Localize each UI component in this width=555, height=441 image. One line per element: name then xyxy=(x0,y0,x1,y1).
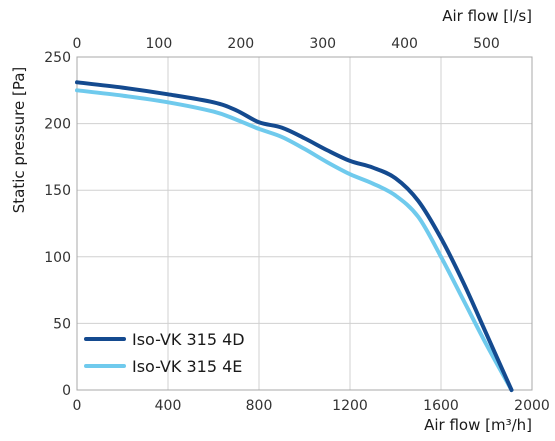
x-tick-label: 0 xyxy=(73,398,82,414)
x2-tick-label: 0 xyxy=(73,36,82,52)
x-axis-title: Air flow [m³/h] xyxy=(424,416,532,434)
x2-tick-labels: 0 100 200 300 400 500 xyxy=(73,36,500,52)
x-tick-labels: 0 400 800 1200 1600 2000 xyxy=(73,398,550,414)
x2-tick-label: 100 xyxy=(146,36,173,52)
x2-tick-label: 300 xyxy=(309,36,336,52)
x-tick-label: 1200 xyxy=(332,398,368,414)
x-tick-label: 2000 xyxy=(514,398,550,414)
x2-tick-label: 400 xyxy=(391,36,418,52)
legend-label-iso-vk-315-4e: Iso-VK 315 4E xyxy=(132,357,242,376)
x2-tick-label: 500 xyxy=(473,36,500,52)
x2-tick-label: 200 xyxy=(227,36,254,52)
y-tick-label: 0 xyxy=(62,383,71,399)
y-axis-title: Static pressure [Pa] xyxy=(10,67,28,213)
y-tick-label: 100 xyxy=(44,250,71,266)
x-tick-label: 1600 xyxy=(423,398,459,414)
grid-layer xyxy=(77,57,532,390)
series-layer xyxy=(75,80,514,392)
legend: Iso-VK 315 4D Iso-VK 315 4E xyxy=(84,330,245,376)
plot-frame xyxy=(76,56,533,391)
x-tick-label: 400 xyxy=(155,398,182,414)
y-tick-label: 250 xyxy=(44,50,71,66)
x2-axis-title: Air flow [l/s] xyxy=(442,7,532,25)
y-tick-label: 50 xyxy=(53,316,71,332)
y-tick-labels: 0 50 100 150 200 250 xyxy=(44,50,71,399)
y-tick-label: 150 xyxy=(44,183,71,199)
series-line-iso-vk-315-4e xyxy=(75,88,514,392)
y-tick-label: 200 xyxy=(44,117,71,133)
x-tick-label: 800 xyxy=(246,398,273,414)
series-line-iso-vk-315-4d xyxy=(75,80,514,392)
legend-label-iso-vk-315-4d: Iso-VK 315 4D xyxy=(132,330,245,349)
